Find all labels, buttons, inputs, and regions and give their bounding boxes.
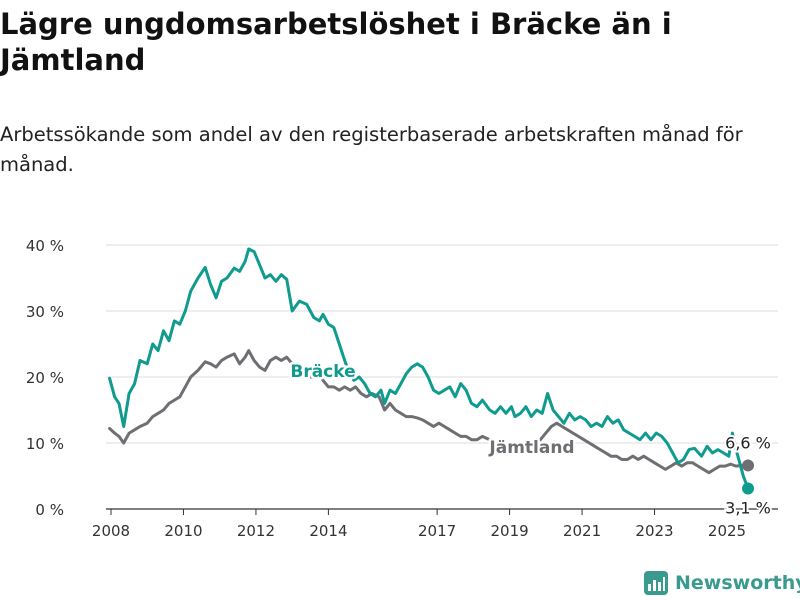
x-tick-label: 2014 xyxy=(309,522,347,540)
brand-name: Newsworthy xyxy=(675,572,800,594)
grid-lines xyxy=(106,244,778,510)
y-tick-label: 30 % xyxy=(26,303,64,321)
newsworthy-logo-icon xyxy=(644,571,668,595)
end-label-bracke: 3,1 % xyxy=(725,499,771,518)
y-tick-label: 10 % xyxy=(26,435,64,453)
series-label-bracke-halo: Bräcke xyxy=(290,362,355,382)
newsworthy-brand[interactable]: Newsworthy xyxy=(644,568,800,598)
chart-title: Lägre ungdomsarbetslöshet i Bräcke än i … xyxy=(0,7,672,77)
series-label-bracke: Bräcke xyxy=(290,362,355,382)
end-point-bracke xyxy=(742,482,755,495)
x-tick-label: 2021 xyxy=(563,522,601,540)
x-tick-label: 2025 xyxy=(708,522,746,540)
end-label-jamtland: 6,6 % xyxy=(725,433,771,452)
end-point-jamtland xyxy=(742,459,755,472)
x-tick-label: 2017 xyxy=(418,522,456,540)
y-tick-label: 20 % xyxy=(26,369,64,387)
x-tick-label: 2012 xyxy=(237,522,275,540)
x-tick-label: 2010 xyxy=(164,522,202,540)
y-tick-label: 0 % xyxy=(35,501,64,519)
series-lines xyxy=(108,247,750,490)
series-label-jamtland: Jämtland xyxy=(488,438,574,458)
x-tick-label: 2019 xyxy=(490,522,528,540)
y-axis: 0 % 10 % 20 % 30 % 40 % xyxy=(26,237,64,519)
series-line-jamtland xyxy=(108,349,750,475)
x-tick-label: 2008 xyxy=(92,522,130,540)
x-axis: 2008 2010 2012 2014 2017 2019 2021 2023 2025 xyxy=(92,509,746,540)
series-line-bracke xyxy=(108,247,750,490)
chart-subtitle: Arbetssökande som andel av den registerb… xyxy=(0,123,743,176)
x-tick-label: 2023 xyxy=(635,522,673,540)
series-label-jamtland-halo: Jämtland xyxy=(488,438,574,458)
y-tick-label: 40 % xyxy=(26,237,64,255)
